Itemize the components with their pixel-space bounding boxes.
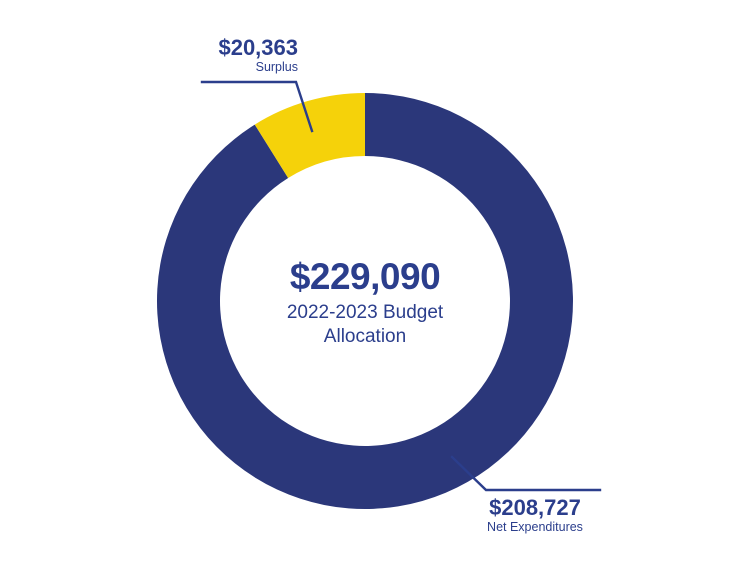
callout-net-expenditures: $208,727 Net Expenditures [470,495,600,535]
leader-line-surplus [200,80,314,133]
callout-surplus-label: Surplus [255,60,298,75]
callout-net-expenditures-label: Net Expenditures [487,520,583,535]
donut-slice-net-expenditures[interactable] [156,93,573,510]
donut-slice-surplus[interactable] [254,93,365,179]
callout-surplus: $20,363 Surplus [168,35,298,75]
callout-surplus-value: $20,363 [218,35,298,60]
leader-line-net-expenditures [450,455,602,492]
callout-net-expenditures-value: $208,727 [489,495,581,520]
